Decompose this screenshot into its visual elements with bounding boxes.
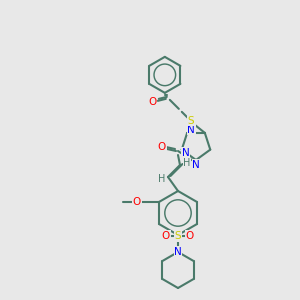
Text: O: O [133,197,141,207]
Text: O: O [186,231,194,241]
Text: O: O [149,97,157,107]
Text: O: O [162,231,170,241]
Text: S: S [188,116,194,126]
Text: N: N [182,148,190,158]
Text: H: H [158,174,166,184]
Text: N: N [174,247,182,257]
Text: O: O [158,142,166,152]
Text: N: N [192,160,200,170]
Text: N: N [187,125,195,135]
Text: H: H [183,158,191,168]
Text: S: S [175,231,181,241]
